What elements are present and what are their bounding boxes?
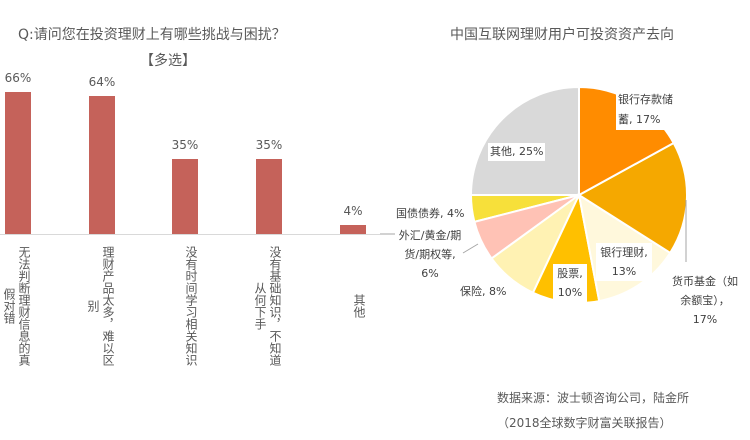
bar <box>340 225 366 234</box>
category-label: 无法判断理财信息的真假对错 <box>2 246 31 366</box>
source-line-1: 数据来源：波士顿咨询公司，陆金所 <box>497 391 690 405</box>
bar-value-label: 35% <box>255 137 283 152</box>
source-line-2: （2018全球数字财富关联报告） <box>497 416 672 430</box>
pie-label-insurance: 保险, 8% <box>460 285 507 298</box>
bar-value-label: 64% <box>88 75 116 90</box>
pie-label-bank-deposit: 银行存款储蓄, 17% <box>616 90 676 130</box>
category-label: 其他 <box>352 294 366 318</box>
bar-value-label: 66% <box>4 71 32 85</box>
pie-slice <box>469 85 580 196</box>
pie-slice <box>577 141 688 255</box>
bar <box>89 96 115 234</box>
pie-label-stocks: 股票, 10% <box>553 264 587 302</box>
pie-label-money-fund: 货币基金（如余额宝），17% <box>670 272 740 329</box>
pie-label-bank-wealth: 银行理财, 13% <box>596 243 652 281</box>
pie-label-bonds: 国债债券, 4% <box>396 207 465 220</box>
category-label: 没有时间学习相关知识 <box>184 246 198 366</box>
bar <box>5 92 31 234</box>
bar-value-label: 4% <box>343 204 363 219</box>
bar <box>172 158 198 234</box>
pie-chart-title: 中国互联网理财用户可投资资产去向 <box>450 27 674 43</box>
pie-label-other: 其他, 25% <box>488 143 546 161</box>
bar <box>256 158 282 234</box>
category-label: 理财产品太多，难以区别 <box>86 246 115 366</box>
bar-value-label: 35% <box>171 137 199 152</box>
bar-chart-subtitle: 【多选】 <box>140 53 196 69</box>
x-axis-line <box>0 234 380 235</box>
leader-line <box>462 243 479 254</box>
pie-label-fx-gold: 外汇/黄金/期货/期权等, 6% <box>398 229 462 280</box>
category-label: 没有基础知识，不知道从何下手 <box>253 246 282 366</box>
bar-chart-title: Q:请问您在投资理财上有哪些挑战与困扰？ <box>18 27 286 43</box>
